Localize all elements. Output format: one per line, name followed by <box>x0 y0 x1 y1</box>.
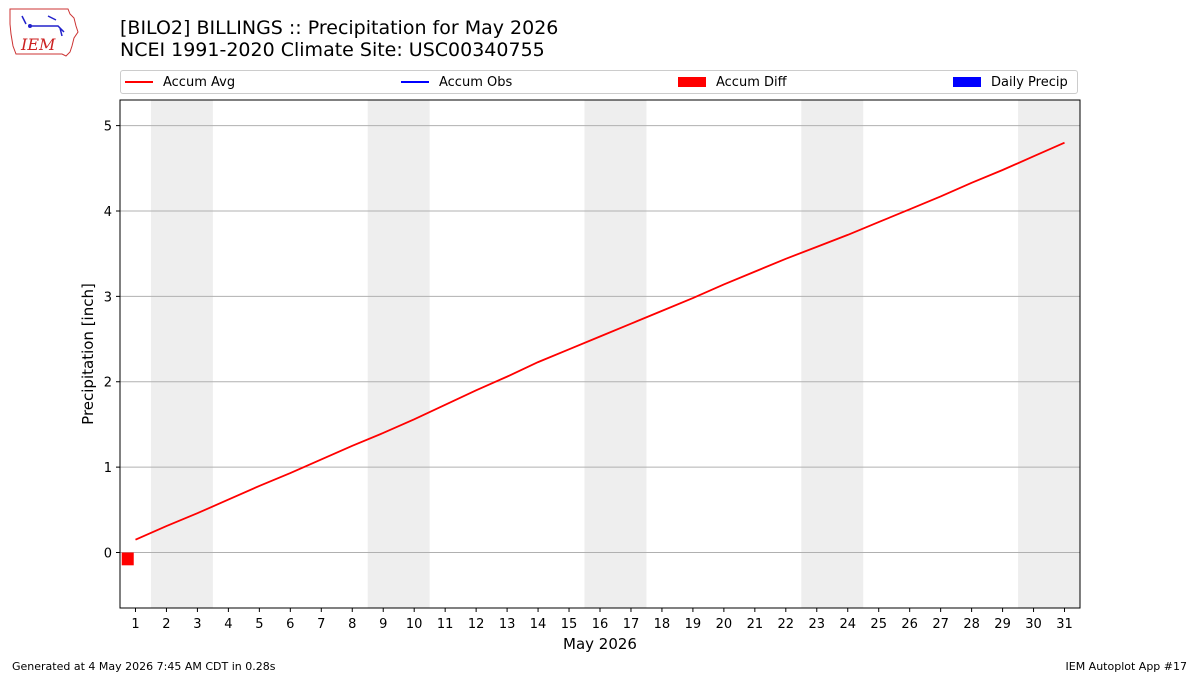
legend-label-accum-obs: Accum Obs <box>439 74 513 90</box>
x-tick-label: 2 <box>162 617 170 632</box>
x-tick-label: 17 <box>623 617 640 632</box>
legend-label-accum-diff: Accum Diff <box>716 74 787 90</box>
chart-title: [BILO2] BILLINGS :: Precipitation for Ma… <box>120 17 558 61</box>
weekend-band-5 <box>1018 100 1080 608</box>
x-tick-label: 6 <box>286 617 294 632</box>
x-tick-label: 7 <box>317 617 325 632</box>
x-tick-label: 3 <box>193 617 201 632</box>
legend-item-accum-diff: Accum Diff <box>678 71 787 93</box>
y-tick-label: 2 <box>104 376 112 391</box>
y-tick-label: 0 <box>104 547 112 562</box>
x-tick-label: 16 <box>592 617 609 632</box>
x-tick-label: 26 <box>901 617 918 632</box>
accum-diff-bar <box>121 552 134 566</box>
weekend-shading <box>150 100 1080 608</box>
x-tick-label: 27 <box>932 617 949 632</box>
x-tick-label: 18 <box>654 617 671 632</box>
x-axis-ticks: 1 2 3 4 5 6 7 8 9 10 11 12 13 14 15 16 17 18 19 20 21 22 23 24 2… <box>131 608 1073 632</box>
weekend-band-2 <box>367 100 430 608</box>
accum-diff-bars <box>121 552 134 566</box>
legend-label-daily-precip: Daily Precip <box>991 74 1068 90</box>
x-tick-label: 22 <box>778 617 795 632</box>
x-tick-label: 31 <box>1056 617 1073 632</box>
x-tick-label: 10 <box>406 617 423 632</box>
y-tick-label: 4 <box>104 205 112 220</box>
x-tick-label: 19 <box>685 617 702 632</box>
x-tick-label: 14 <box>530 617 547 632</box>
x-tick-label: 29 <box>994 617 1011 632</box>
x-tick-label: 1 <box>131 617 139 632</box>
x-axis-label: May 2026 <box>563 635 637 653</box>
x-tick-label: 9 <box>379 617 387 632</box>
footer-generated: Generated at 4 May 2026 7:45 AM CDT in 0… <box>12 660 276 673</box>
title-line-1: [BILO2] BILLINGS :: Precipitation for Ma… <box>120 17 559 39</box>
iowa-map-icon: IEM <box>9 8 79 57</box>
legend-swatch-accum-obs <box>401 81 429 83</box>
legend-item-accum-avg: Accum Avg <box>125 71 235 93</box>
series-line-accum-avg <box>135 141 1065 541</box>
x-tick-label: 28 <box>963 617 980 632</box>
x-tick-label: 4 <box>224 617 232 632</box>
x-tick-label: 11 <box>437 617 454 632</box>
legend-label-accum-avg: Accum Avg <box>163 74 236 90</box>
weekend-band-1 <box>150 100 213 608</box>
y-axis-ticks: 0 1 2 3 4 5 <box>104 120 120 562</box>
legend-swatch-accum-avg <box>125 81 153 83</box>
weekend-band-4 <box>801 100 864 608</box>
legend-swatch-accum-diff <box>678 77 706 87</box>
legend-item-daily-precip: Daily Precip <box>953 71 1068 93</box>
footer-app: IEM Autoplot App #17 <box>1065 660 1188 673</box>
x-tick-label: 13 <box>499 617 516 632</box>
y-gridlines <box>120 125 1080 554</box>
y-tick-label: 1 <box>104 461 112 476</box>
x-tick-label: 23 <box>809 617 826 632</box>
y-tick-label: 3 <box>104 290 112 305</box>
x-tick-label: 21 <box>747 617 764 632</box>
x-tick-label: 24 <box>839 617 856 632</box>
y-tick-label: 5 <box>104 120 112 135</box>
x-tick-label: 30 <box>1025 617 1042 632</box>
title-line-2: NCEI 1991-2020 Climate Site: USC00340755 <box>120 39 545 61</box>
legend: Accum Avg Accum Obs Accum Diff Daily Pre… <box>120 70 1078 94</box>
logo-text: IEM <box>20 35 56 54</box>
x-tick-label: 25 <box>870 617 887 632</box>
legend-item-accum-obs: Accum Obs <box>401 71 512 93</box>
x-tick-label: 5 <box>255 617 263 632</box>
weekend-band-3 <box>584 100 647 608</box>
x-tick-label: 8 <box>348 617 356 632</box>
y-axis-label: Precipitation [inch] <box>79 283 97 425</box>
x-tick-label: 20 <box>716 617 733 632</box>
legend-swatch-daily-precip <box>953 77 981 87</box>
x-tick-label: 12 <box>468 617 485 632</box>
iem-logo: IEM <box>8 6 80 60</box>
accum-avg-line <box>135 141 1065 541</box>
x-tick-label: 15 <box>561 617 578 632</box>
